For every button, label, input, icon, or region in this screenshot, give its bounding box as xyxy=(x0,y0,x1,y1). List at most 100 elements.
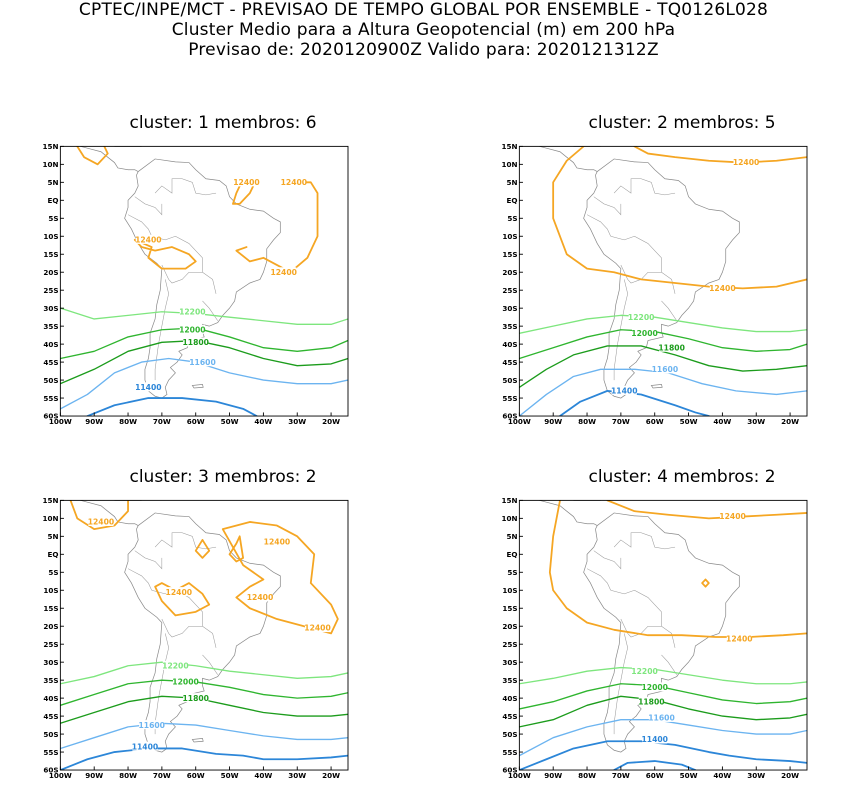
contour-label-bg xyxy=(183,693,209,703)
lon-tick-label: 60W xyxy=(187,771,205,780)
lon-tick-label: 20W xyxy=(781,771,799,780)
contour-line xyxy=(60,339,348,385)
contour-label-bg xyxy=(304,623,331,633)
contour-label: 12400 xyxy=(233,178,260,187)
contour-label: 11400 xyxy=(132,742,159,751)
lon-tick-label: 20W xyxy=(322,771,340,780)
lon-tick-label: 80W xyxy=(119,417,137,426)
lon-tick-label: 60W xyxy=(646,417,664,426)
lon-tick-label: 20W xyxy=(781,417,799,426)
map-frame xyxy=(518,145,808,417)
country-border xyxy=(586,568,611,591)
contour-line xyxy=(519,345,807,388)
contour-label-bg xyxy=(642,734,668,744)
lat-tick-label: 45S xyxy=(502,712,517,721)
lat-tick-label: 25S xyxy=(502,640,517,649)
contour-label: 11600 xyxy=(189,358,216,367)
contour-label-bg xyxy=(88,517,114,526)
contour-line xyxy=(519,719,807,757)
lon-tick-label: 50W xyxy=(221,417,239,426)
lon-tick-label: 100W xyxy=(508,417,531,426)
contour-label: 12400 xyxy=(247,593,274,602)
contour-label-bg xyxy=(709,283,735,293)
panel-1-map: 15N 10N 5N EQ 5S 10S 15S 20S 25S 30S 35S 40S 45S 50S 5… xyxy=(43,142,349,426)
lat-tick-label: 60S xyxy=(502,412,517,421)
map-content xyxy=(60,500,348,771)
country-border xyxy=(127,568,152,591)
contour-label: 12400 xyxy=(719,512,746,521)
panel-3-map: 15N 10N 5N EQ 5S 10S 15S 20S 25S 30S 35S 40S 45S 50S 5… xyxy=(43,496,349,780)
contour-label-bg xyxy=(638,696,664,706)
central-america-coastline xyxy=(60,500,139,526)
lon-tick-label: 40W xyxy=(713,771,731,780)
contour-line xyxy=(519,683,807,710)
lon-tick-label: 100W xyxy=(49,417,72,426)
contour-line xyxy=(60,327,348,360)
lon-tick-label: 90W xyxy=(544,771,562,780)
country-border xyxy=(202,300,218,321)
contour-label-bg xyxy=(135,234,161,244)
map-frame xyxy=(518,499,808,771)
contour-line xyxy=(60,747,348,771)
south-america-coastline xyxy=(124,512,281,753)
contour-line xyxy=(519,329,807,360)
lat-tick-label: 25S xyxy=(43,640,58,649)
lat-tick-label: 60S xyxy=(502,766,517,775)
lat-tick-label: EQ xyxy=(48,550,59,559)
lat-tick-label: 50S xyxy=(43,376,58,385)
contour-label-bg xyxy=(648,712,675,722)
lon-tick-label: 30W xyxy=(288,771,306,780)
contour-label-bg xyxy=(264,536,290,546)
lat-tick-label: 30S xyxy=(43,304,58,313)
contour-line xyxy=(701,578,710,588)
contour-line xyxy=(552,146,807,290)
panel-3-title: cluster: 3 membros: 2 xyxy=(129,467,317,487)
lat-tick-label: 25S xyxy=(502,286,517,295)
lat-tick-label: 15N xyxy=(43,496,59,505)
lat-tick-label: 20S xyxy=(43,268,58,277)
contour-label-bg xyxy=(189,357,216,367)
contour-line xyxy=(519,368,807,417)
contour-label: 11400 xyxy=(611,387,638,396)
country-border xyxy=(154,532,217,550)
south-america-coastline xyxy=(583,158,740,399)
header-line-3: Previsao de: 2020120900Z Valido para: 20… xyxy=(188,40,659,60)
lat-tick-label: 45S xyxy=(502,358,517,367)
contour-label: 12000 xyxy=(179,325,206,334)
contour-line xyxy=(548,500,807,638)
map-content xyxy=(60,146,348,417)
lat-tick-label: 55S xyxy=(43,394,58,403)
contour-label: 12000 xyxy=(631,329,658,338)
map-content xyxy=(519,146,807,417)
lat-tick-label: 5N xyxy=(48,178,59,187)
lon-tick-label: 80W xyxy=(578,771,596,780)
lat-tick-label: 5N xyxy=(48,532,59,541)
panel-4-title: cluster: 4 membros: 2 xyxy=(588,467,776,487)
header-line-2: Cluster Medio para a Altura Geopotencial… xyxy=(171,20,676,40)
contour-line xyxy=(60,722,348,750)
lon-tick-label: 30W xyxy=(747,771,765,780)
lon-tick-label: 50W xyxy=(221,771,239,780)
country-border xyxy=(586,214,611,237)
country-border xyxy=(613,178,676,196)
lat-tick-label: 50S xyxy=(502,730,517,739)
lon-tick-label: 30W xyxy=(288,417,306,426)
lat-tick-label: 5S xyxy=(48,214,58,223)
lon-tick-label: 90W xyxy=(85,417,103,426)
contour-label: 11800 xyxy=(182,694,209,703)
lon-tick-label: 70W xyxy=(153,771,171,780)
lat-tick-label: 40S xyxy=(502,694,517,703)
lat-tick-label: 10N xyxy=(502,160,518,169)
contour-line xyxy=(606,500,807,520)
contour-label: 11600 xyxy=(648,714,675,723)
contour-line xyxy=(559,389,710,417)
contour-label-bg xyxy=(233,177,260,187)
contour-label: 12400 xyxy=(726,634,753,643)
lat-tick-label: 40S xyxy=(43,694,58,703)
lon-tick-label: 50W xyxy=(680,417,698,426)
country-border xyxy=(620,264,662,284)
lat-tick-label: 40S xyxy=(502,340,517,349)
contour-label-bg xyxy=(281,177,307,187)
contour-line xyxy=(154,582,211,617)
panel-4-map: 15N 10N 5N EQ 5S 10S 15S 20S 25S 30S 35S 40S 45S 50S 5… xyxy=(502,496,808,780)
